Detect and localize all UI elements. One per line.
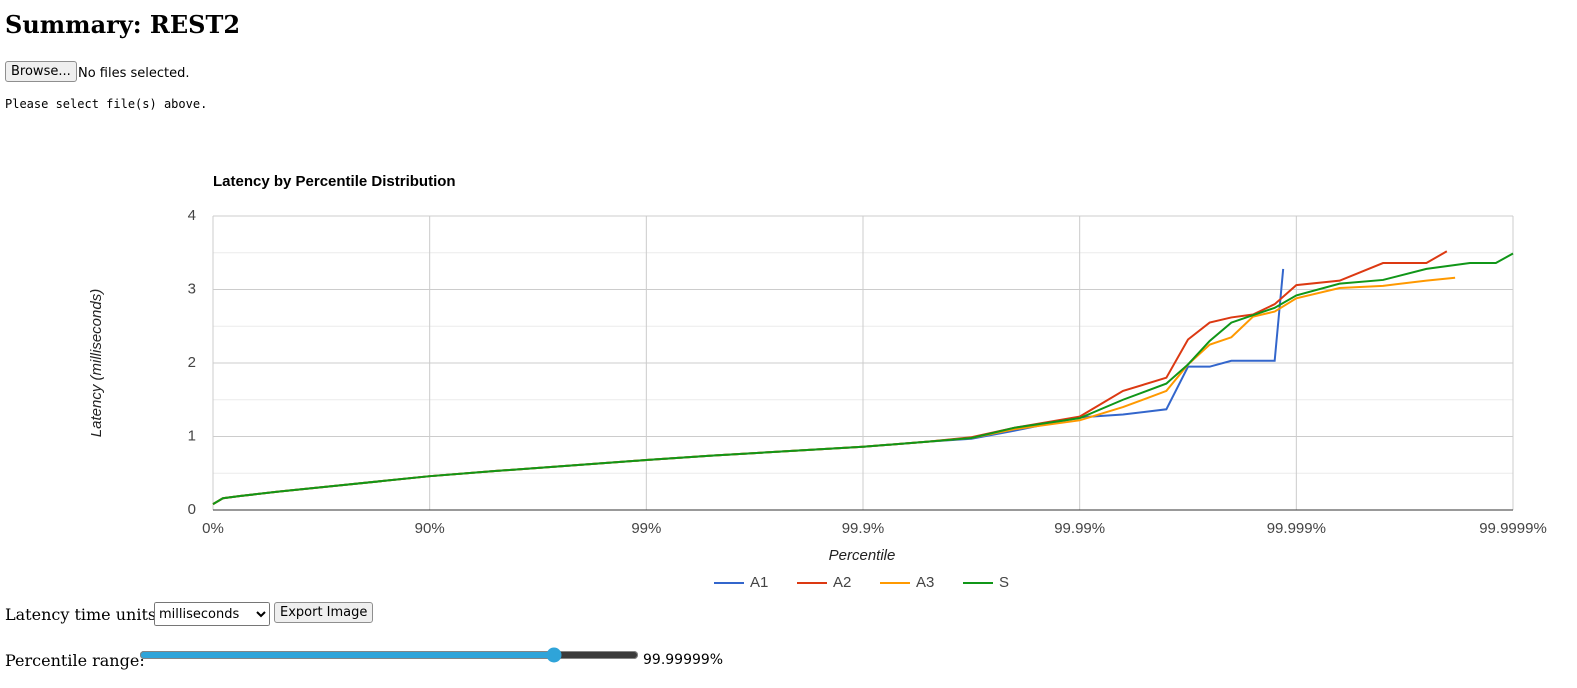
percentile-slider[interactable] xyxy=(139,647,639,663)
y-tick-label: 3 xyxy=(188,280,196,297)
range-label: Percentile range: xyxy=(5,651,145,670)
series-line xyxy=(212,268,1285,505)
chart-title: Latency by Percentile Distribution xyxy=(213,173,456,190)
chart: Latency by Percentile Distribution Perce… xyxy=(88,173,1547,591)
y-tick-label: 2 xyxy=(188,354,196,371)
x-tick-label: 99% xyxy=(631,520,661,537)
x-tick-label: 90% xyxy=(415,520,445,537)
y-tick-label: 1 xyxy=(188,427,196,444)
series-line xyxy=(212,252,1514,505)
y-axis-title: Latency (milliseconds) xyxy=(88,289,105,437)
x-tick-label: 99.9% xyxy=(842,520,885,537)
x-tick-label: 0% xyxy=(202,520,224,537)
x-axis-title: Percentile xyxy=(829,547,896,564)
x-tick-label: 99.999% xyxy=(1267,520,1326,537)
range-value: 99.99999% xyxy=(643,652,724,668)
x-tick-label: 99.99% xyxy=(1054,520,1105,537)
units-select[interactable]: milliseconds xyxy=(154,602,270,626)
series-line xyxy=(212,276,1456,505)
hint: Please select file(s) above. xyxy=(5,97,208,111)
legend-label: S xyxy=(999,574,1009,591)
file-status: No files selected. xyxy=(78,66,190,81)
x-tick-label: 99.9999% xyxy=(1479,520,1547,537)
y-tick-label: 0 xyxy=(188,501,196,518)
heading: Summary: REST2 xyxy=(5,10,241,39)
legend-label: A2 xyxy=(833,574,851,591)
export-button[interactable]: Export Image xyxy=(274,602,374,623)
browse-button[interactable]: Browse... xyxy=(5,61,77,82)
y-tick-label: 4 xyxy=(188,207,196,224)
units-label: Latency time units: xyxy=(5,605,162,624)
legend-label: A1 xyxy=(750,574,768,591)
legend-label: A3 xyxy=(916,574,934,591)
